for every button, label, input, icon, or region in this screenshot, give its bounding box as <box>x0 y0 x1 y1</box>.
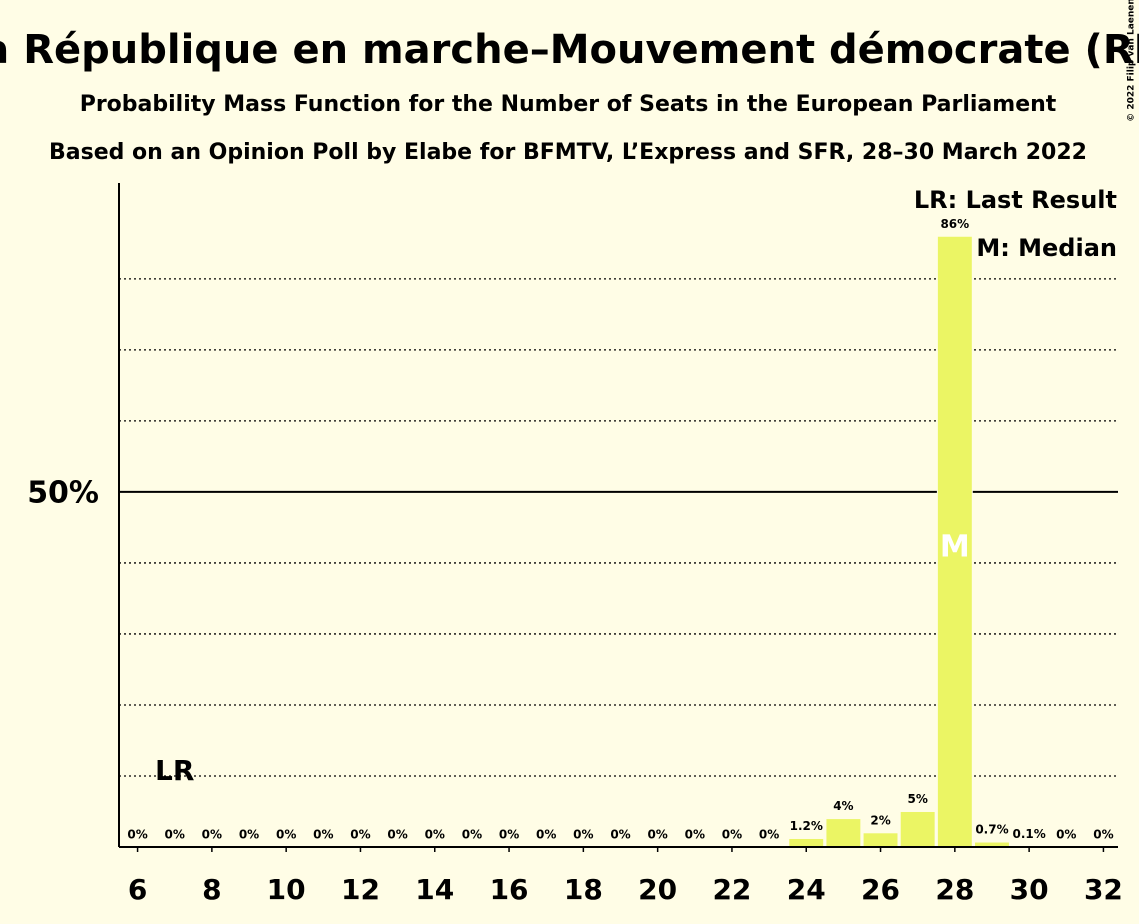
value-label: 0% <box>202 828 222 842</box>
chart-subtitle: Probability Mass Function for the Number… <box>80 92 1057 117</box>
value-label: 0% <box>499 828 519 842</box>
value-label: 86% <box>940 217 969 231</box>
x-tick-label: 14 <box>415 873 454 906</box>
value-label: 0.7% <box>975 823 1008 837</box>
x-tick-label: 10 <box>267 873 306 906</box>
y-tick-label: 50% <box>27 475 99 510</box>
chart-title: La République en marche–Mouvement démocr… <box>0 27 1139 73</box>
value-label: 0% <box>610 828 630 842</box>
value-label: 1.2% <box>790 819 823 833</box>
value-label: 0% <box>536 828 556 842</box>
value-label: 0% <box>462 828 482 842</box>
x-tick-label: 30 <box>1010 873 1049 906</box>
x-tick-label: 26 <box>861 873 900 906</box>
median-marker: M <box>940 530 970 565</box>
x-tick-label: 32 <box>1084 873 1123 906</box>
value-label: 0% <box>165 828 185 842</box>
value-label: 0% <box>647 828 667 842</box>
copyright: © 2022 Filip van Laenen <box>1127 0 1137 122</box>
x-tick-label: 22 <box>712 873 751 906</box>
x-tick-label: 8 <box>202 873 221 906</box>
legend-entry: M: Median <box>976 234 1117 262</box>
x-tick-label: 16 <box>490 873 529 906</box>
x-tick-label: 20 <box>638 873 677 906</box>
value-label: 0% <box>313 828 333 842</box>
legend-entry: LR: Last Result <box>914 186 1117 214</box>
value-label: 0.1% <box>1012 827 1045 841</box>
bar <box>825 818 862 848</box>
value-label: 0% <box>425 828 445 842</box>
x-tick-label: 28 <box>935 873 974 906</box>
bar <box>899 810 936 848</box>
value-label: 0% <box>1056 828 1076 842</box>
value-label: 0% <box>1093 828 1113 842</box>
value-label: 0% <box>387 828 407 842</box>
x-tick-label: 6 <box>128 873 147 906</box>
value-label: 4% <box>833 799 853 813</box>
value-label: 0% <box>127 828 147 842</box>
value-label: 0% <box>759 828 779 842</box>
value-label: 0% <box>276 828 296 842</box>
value-label: 0% <box>722 828 742 842</box>
value-label: 5% <box>907 792 927 806</box>
value-label: 0% <box>685 828 705 842</box>
bar <box>936 235 973 848</box>
value-label: 2% <box>870 813 890 827</box>
last-result-marker: LR <box>155 754 194 787</box>
bar <box>788 837 825 848</box>
value-label: 0% <box>239 828 259 842</box>
value-label: 0% <box>350 828 370 842</box>
x-tick-label: 18 <box>564 873 603 906</box>
bar <box>862 832 899 848</box>
x-tick-label: 24 <box>787 873 826 906</box>
chart-subtitle: Based on an Opinion Poll by Elabe for BF… <box>49 140 1087 165</box>
x-tick-label: 12 <box>341 873 380 906</box>
value-label: 0% <box>573 828 593 842</box>
